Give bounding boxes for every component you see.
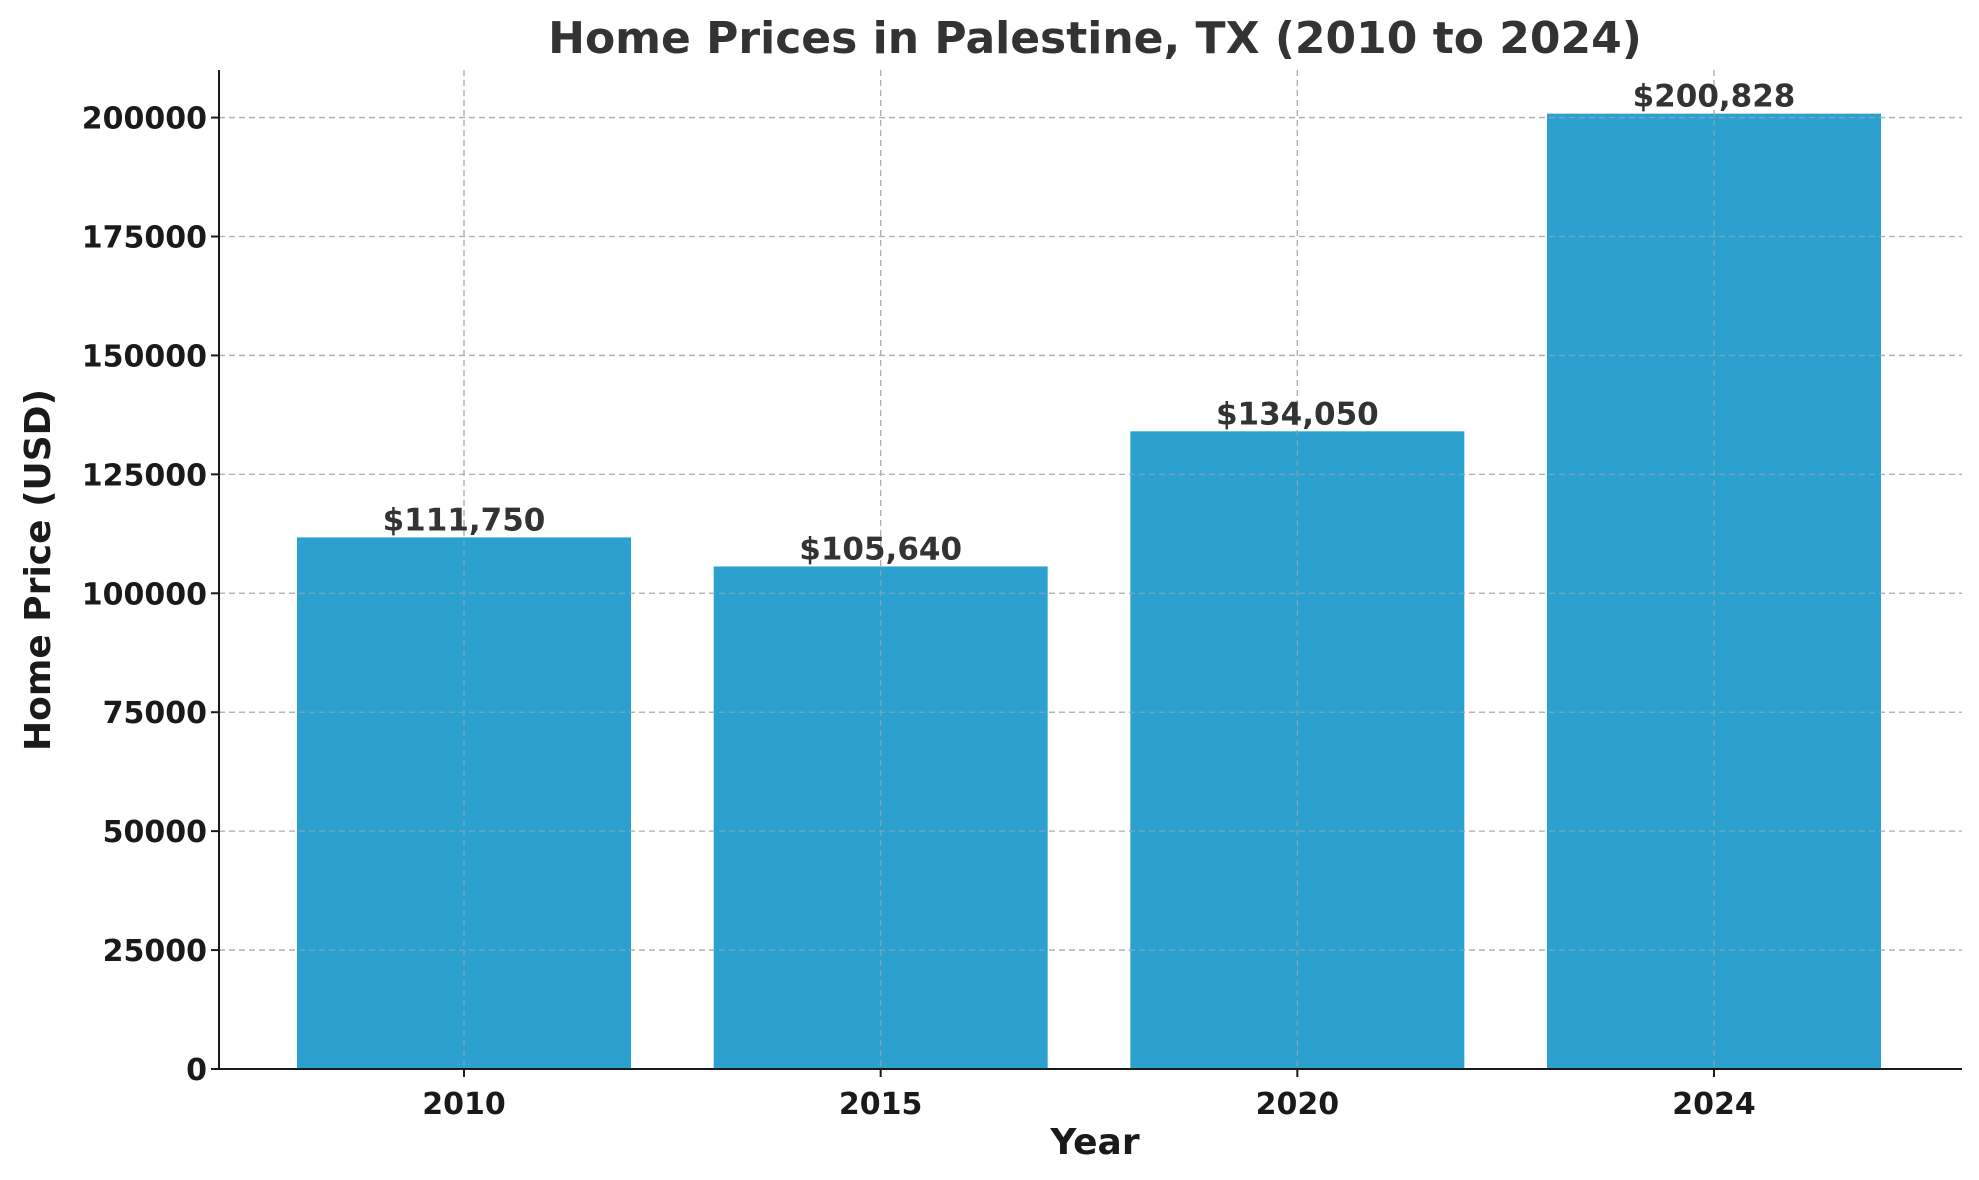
y-tick-label: 200000 (82, 102, 207, 137)
y-tick-label: 175000 (82, 221, 207, 256)
y-tick-label: 125000 (82, 458, 207, 493)
y-tick-label: 0 (186, 1053, 207, 1088)
x-tick-label: 2020 (1256, 1087, 1340, 1122)
bar-value-label: $105,640 (799, 531, 962, 567)
y-axis-label: Home Price (USD) (18, 389, 59, 751)
x-tick-label: 2024 (1672, 1087, 1756, 1122)
ticks: 0 25000 50000 75000 100000 125000 150000 175000… (82, 102, 1756, 1122)
y-tick-label: 50000 (103, 815, 207, 850)
y-tick-label: 150000 (82, 339, 207, 374)
x-tick-label: 2010 (422, 1087, 506, 1122)
chart-title: Home Prices in Palestine, TX (2010 to 20… (548, 13, 1642, 64)
y-tick-label: 75000 (103, 696, 207, 731)
x-axis-label: Year (1049, 1122, 1139, 1163)
y-tick-label: 100000 (82, 577, 207, 612)
bar-value-label: $200,828 (1633, 79, 1796, 115)
y-tick-label: 25000 (103, 934, 207, 969)
bar-value-label: $111,750 (383, 502, 546, 538)
x-tick-label: 2015 (839, 1087, 923, 1122)
data-labels: $111,750 $105,640 $134,050 $200,828 (383, 79, 1796, 568)
bar-value-label: $134,050 (1216, 396, 1379, 432)
bars (297, 113, 1881, 1070)
